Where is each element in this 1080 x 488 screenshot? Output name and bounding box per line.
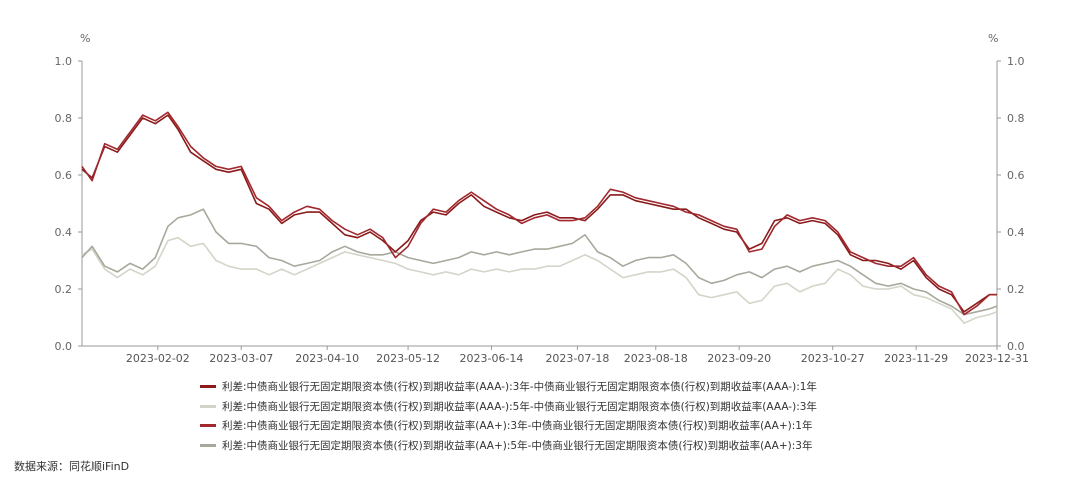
x-tick-label: 2023-06-14 [460, 352, 524, 365]
data-source-note: 数据来源：同花顺iFinD [14, 460, 130, 473]
line-chart: 0.0 0.2 0.4 0.6 0.8 1.0 0.0 0.2 0.4 0.6 0.8 1.0 20… [55, 55, 1029, 365]
x-tick-label: 2023-07-18 [545, 352, 609, 365]
legend-swatch [200, 424, 216, 428]
y-axis-left-unit: % [80, 32, 91, 45]
legend-item: 利差:中债商业银行无固定期限资本债(行权)到期收益率(AAA-):5年-中债商业… [200, 398, 960, 415]
x-axis-ticks: 2023-02-02 2023-03-07 2023-04-10 2023-05-12… [126, 346, 1029, 365]
x-tick-label: 2023-02-02 [126, 352, 190, 365]
legend-swatch [200, 385, 216, 388]
legend-label: 利差:中债商业银行无固定期限资本债(行权)到期收益率(AAA-):5年-中债商业… [222, 400, 817, 413]
x-tick-label: 2023-04-10 [295, 352, 359, 365]
legend-item: 利差:中债商业银行无固定期限资本债(行权)到期收益率(AA+):3年-中债商业银… [200, 417, 960, 434]
chart-axes [81, 61, 998, 347]
legend-label: 利差:中债商业银行无固定期限资本债(行权)到期收益率(AA+):5年-中债商业银… [222, 439, 813, 452]
y-tick-label: 0.4 [1007, 226, 1025, 239]
y-tick-label: 0.2 [55, 283, 73, 296]
y-tick-label: 0.0 [1007, 340, 1025, 353]
series-lines [81, 111, 998, 325]
x-tick-label: 2023-05-12 [376, 352, 440, 365]
y-tick-label: 0.8 [55, 112, 73, 125]
y-tick-label: 0.0 [55, 340, 73, 353]
series-line [81, 114, 997, 313]
y-axis-right-unit: % [988, 32, 999, 45]
x-tick-label: 2023-03-07 [209, 352, 273, 365]
x-tick-label: 2023-10-27 [801, 352, 865, 365]
y-tick-label: 1.0 [55, 55, 73, 68]
x-tick-label: 2023-09-20 [707, 352, 771, 365]
series-line [81, 111, 997, 316]
legend-item: 利差:中债商业银行无固定期限资本债(行权)到期收益率(AA+):5年-中债商业银… [200, 437, 960, 454]
legend-swatch [200, 443, 216, 447]
x-tick-label: 2023-11-29 [884, 352, 948, 365]
legend-label: 利差:中债商业银行无固定期限资本债(行权)到期收益率(AA+):3年-中债商业银… [222, 420, 813, 433]
y-axis-left-ticks: 0.0 0.2 0.4 0.6 0.8 1.0 [55, 55, 82, 353]
y-tick-label: 0.4 [55, 226, 73, 239]
y-axis-right-ticks: 0.0 0.2 0.4 0.6 0.8 1.0 [997, 55, 1025, 353]
x-tick-label: 2023-12-31 [965, 352, 1029, 365]
y-tick-label: 0.8 [1007, 112, 1025, 125]
legend-item: 利差:中债商业银行无固定期限资本债(行权)到期收益率(AAA-):3年-中债商业… [200, 378, 960, 395]
legend-swatch [200, 404, 216, 408]
legend-label: 利差:中债商业银行无固定期限资本债(行权)到期收益率(AAA-):3年-中债商业… [222, 381, 817, 393]
y-tick-label: 0.6 [1007, 169, 1025, 182]
chart-legend: 利差:中债商业银行无固定期限资本债(行权)到期收益率(AAA-):3年-中债商业… [200, 378, 960, 456]
y-tick-label: 0.6 [55, 169, 73, 182]
x-tick-label: 2023-08-18 [624, 352, 688, 365]
series-line [81, 208, 998, 316]
y-tick-label: 0.2 [1007, 283, 1025, 296]
series-line [81, 236, 998, 325]
y-tick-label: 1.0 [1007, 55, 1025, 68]
